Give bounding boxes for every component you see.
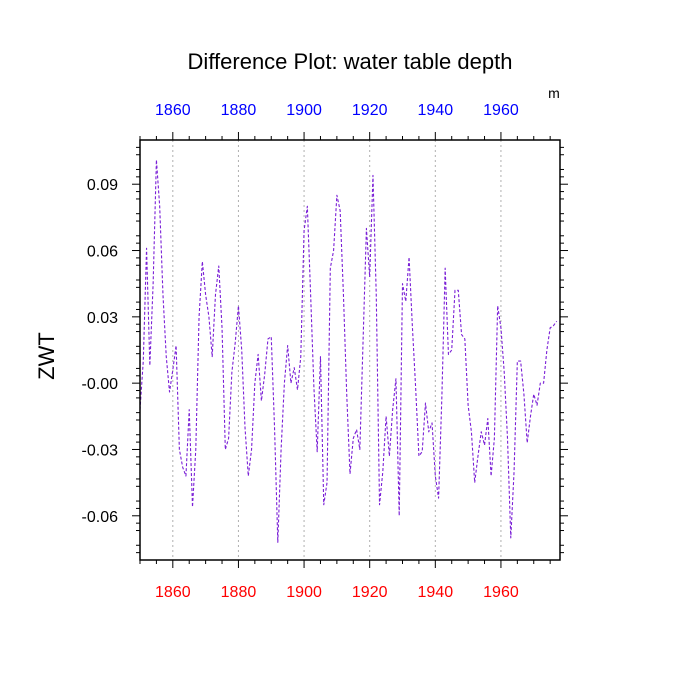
y-tick-label: 0.03 (87, 310, 118, 327)
y-tick-label: 0.09 (87, 177, 118, 194)
x-tick-label-top: 1960 (483, 102, 519, 119)
y-tick-label: -0.00 (82, 376, 119, 393)
x-tick-label-bottom: 1920 (352, 584, 388, 601)
axis-ticks (132, 132, 568, 568)
x-tick-label-top: 1940 (418, 102, 454, 119)
x-tick-label-top: 1860 (155, 102, 191, 119)
chart-title: Difference Plot: water table depth (188, 49, 513, 74)
plot-frame (139, 139, 561, 561)
x-tick-label-bottom: 1900 (286, 584, 322, 601)
x-tick-label-bottom: 1860 (155, 584, 191, 601)
y-tick-label: 0.06 (87, 244, 118, 261)
gridlines (172, 140, 502, 560)
x-tick-label-top: 1880 (221, 102, 257, 119)
x-tick-label-bottom: 1880 (221, 584, 257, 601)
y-axis-label: ZWT (34, 332, 59, 380)
series-line-0 (139, 159, 558, 543)
tick-labels: 1860 1860 1880 1880 1900 1900 1920 1920 1940 1940… (82, 102, 519, 601)
series-group (139, 159, 558, 543)
x-tick-label-top: 1920 (352, 102, 388, 119)
units-label: m (548, 85, 560, 101)
x-tick-label-top: 1900 (286, 102, 322, 119)
y-tick-label: -0.03 (82, 442, 119, 459)
x-tick-label-bottom: 1940 (418, 584, 454, 601)
y-tick-label: -0.06 (82, 509, 119, 526)
x-tick-label-bottom: 1960 (483, 584, 519, 601)
